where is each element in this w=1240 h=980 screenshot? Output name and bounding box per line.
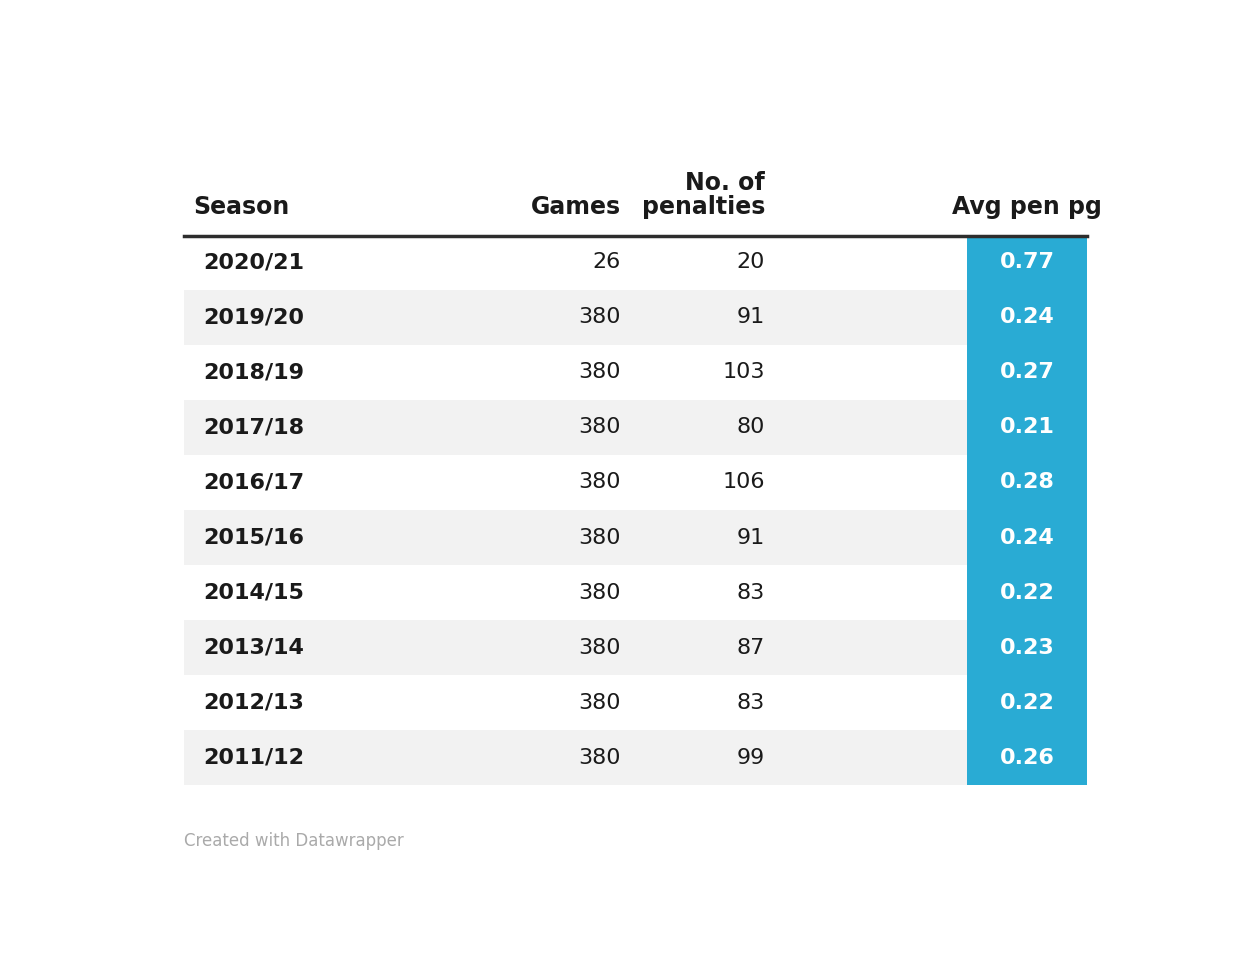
Text: 380: 380 xyxy=(579,748,621,768)
Text: 106: 106 xyxy=(723,472,765,492)
Text: 83: 83 xyxy=(737,693,765,712)
Bar xyxy=(184,730,967,785)
Text: No. of: No. of xyxy=(686,172,765,195)
Text: 0.24: 0.24 xyxy=(999,307,1054,327)
Text: 380: 380 xyxy=(579,363,621,382)
Text: 0.27: 0.27 xyxy=(999,363,1054,382)
Text: 103: 103 xyxy=(723,363,765,382)
Text: 0.23: 0.23 xyxy=(999,638,1054,658)
Text: 2015/16: 2015/16 xyxy=(203,527,304,548)
Bar xyxy=(967,675,1087,730)
Text: 2019/20: 2019/20 xyxy=(203,307,304,327)
Text: Created with Datawrapper: Created with Datawrapper xyxy=(184,832,403,850)
Bar xyxy=(184,620,967,675)
Text: 20: 20 xyxy=(737,252,765,272)
Text: 2020/21: 2020/21 xyxy=(203,252,304,272)
Text: 380: 380 xyxy=(579,472,621,492)
Text: 2011/12: 2011/12 xyxy=(203,748,304,768)
Bar xyxy=(967,510,1087,565)
Text: Season: Season xyxy=(193,195,290,220)
Text: 0.28: 0.28 xyxy=(999,472,1054,492)
Text: 0.22: 0.22 xyxy=(999,693,1054,712)
Text: 2016/17: 2016/17 xyxy=(203,472,304,492)
Text: 380: 380 xyxy=(579,307,621,327)
Bar xyxy=(967,455,1087,510)
Bar xyxy=(967,400,1087,455)
Bar xyxy=(184,510,967,565)
Text: 87: 87 xyxy=(737,638,765,658)
Bar xyxy=(184,565,967,620)
Text: 80: 80 xyxy=(737,417,765,437)
Text: 2013/14: 2013/14 xyxy=(203,638,304,658)
Bar xyxy=(184,290,967,345)
Bar xyxy=(967,620,1087,675)
Text: 2012/13: 2012/13 xyxy=(203,693,304,712)
Bar xyxy=(967,290,1087,345)
Text: Games: Games xyxy=(531,195,621,220)
Text: 2017/18: 2017/18 xyxy=(203,417,304,437)
Text: 26: 26 xyxy=(593,252,621,272)
Text: 83: 83 xyxy=(737,583,765,603)
Bar xyxy=(967,345,1087,400)
Text: 0.77: 0.77 xyxy=(999,252,1054,272)
Text: 2018/19: 2018/19 xyxy=(203,363,304,382)
Text: 380: 380 xyxy=(579,527,621,548)
Text: 0.24: 0.24 xyxy=(999,527,1054,548)
Bar xyxy=(184,455,967,510)
Text: 2014/15: 2014/15 xyxy=(203,583,304,603)
Text: 380: 380 xyxy=(579,693,621,712)
Bar xyxy=(967,730,1087,785)
Text: 380: 380 xyxy=(579,417,621,437)
Bar xyxy=(184,675,967,730)
Bar xyxy=(967,234,1087,290)
Text: penalties: penalties xyxy=(642,195,765,220)
Text: 99: 99 xyxy=(737,748,765,768)
Bar xyxy=(967,565,1087,620)
Text: 0.22: 0.22 xyxy=(999,583,1054,603)
Text: 0.21: 0.21 xyxy=(999,417,1054,437)
Text: 91: 91 xyxy=(737,527,765,548)
Bar xyxy=(184,400,967,455)
Bar xyxy=(184,234,967,290)
Text: 0.26: 0.26 xyxy=(999,748,1054,768)
Text: Avg pen pg: Avg pen pg xyxy=(952,195,1102,220)
Bar xyxy=(184,345,967,400)
Text: 380: 380 xyxy=(579,638,621,658)
Text: 91: 91 xyxy=(737,307,765,327)
Text: 380: 380 xyxy=(579,583,621,603)
